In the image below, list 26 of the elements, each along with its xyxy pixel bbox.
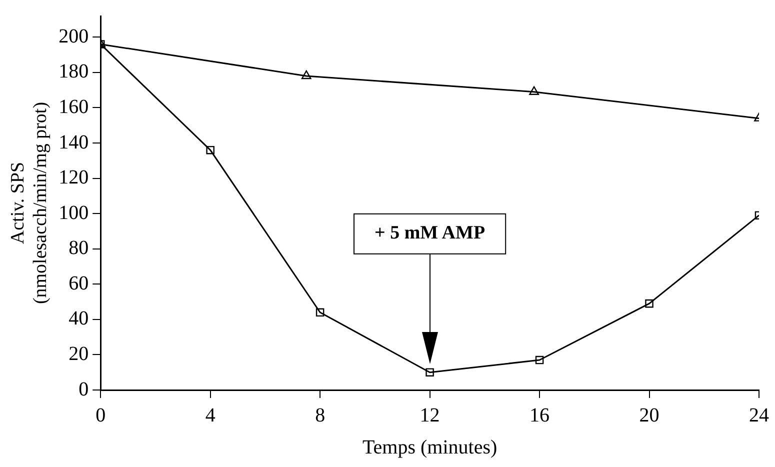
point: [426, 368, 434, 376]
y-tick-label: 140: [58, 131, 89, 154]
x-tick-label: 24: [749, 404, 769, 426]
point: [316, 308, 324, 317]
y-tick-label: 40: [68, 308, 89, 330]
y-tick-label: 100: [58, 202, 89, 224]
x-tick-label: 8: [315, 404, 326, 426]
y-tick-label: 20: [68, 342, 89, 365]
y-tick-label: 160: [58, 96, 89, 118]
y-tick-label: 180: [58, 60, 89, 83]
point: [206, 146, 214, 154]
y-tick-label: 200: [58, 25, 89, 48]
x-tick-label: 20: [639, 404, 660, 426]
y-tick-label: 60: [68, 272, 89, 294]
y-tick-label: 120: [58, 166, 89, 189]
x-axis-title: Temps (minutes): [362, 436, 498, 458]
y-axis-title: Activ. SPS (nmolesacch/min/mg prot): [7, 102, 52, 304]
x-tick-label: 4: [205, 404, 216, 426]
y-tick-label: 0: [78, 378, 89, 400]
annotation: + 5 mM AMP: [374, 222, 486, 244]
y-tick-label: 80: [68, 237, 89, 260]
x-tick-label: 12: [420, 404, 440, 426]
x-tick-label: 0: [96, 404, 106, 426]
x-tick-label: 16: [530, 404, 550, 426]
point: [535, 356, 544, 364]
point: [645, 299, 654, 308]
